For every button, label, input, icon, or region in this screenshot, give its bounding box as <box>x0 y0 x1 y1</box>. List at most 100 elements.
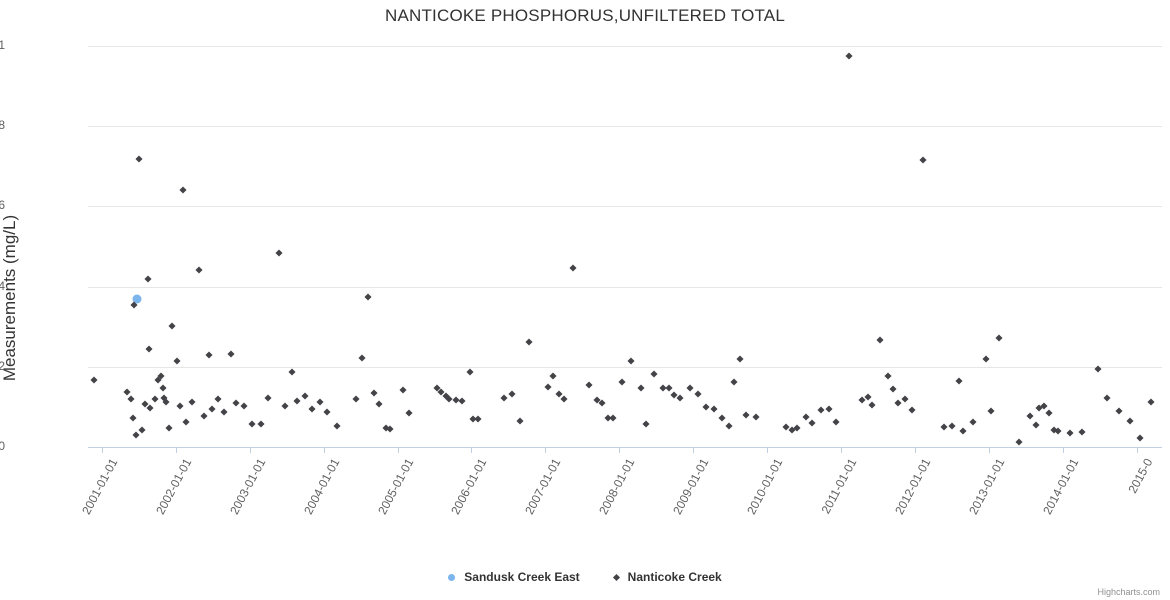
data-point[interactable] <box>948 422 956 430</box>
data-point[interactable] <box>618 378 626 386</box>
data-point[interactable] <box>742 410 750 419</box>
data-point[interactable] <box>151 395 159 403</box>
data-point[interactable] <box>718 414 726 422</box>
data-point[interactable] <box>1066 429 1074 437</box>
data-point[interactable] <box>544 383 552 391</box>
data-point[interactable] <box>275 249 283 257</box>
data-point[interactable] <box>162 398 170 406</box>
data-point[interactable] <box>802 413 810 421</box>
data-point[interactable] <box>845 52 853 60</box>
data-point[interactable] <box>1136 434 1144 442</box>
data-point[interactable] <box>288 368 296 376</box>
data-point[interactable] <box>908 406 916 414</box>
highcharts-credits[interactable]: Highcharts.com <box>1097 587 1160 597</box>
data-point[interactable] <box>1045 409 1053 417</box>
data-point[interactable] <box>127 395 135 403</box>
data-point[interactable] <box>549 372 557 380</box>
data-point[interactable] <box>323 408 331 416</box>
data-point[interactable] <box>405 408 413 417</box>
data-point[interactable] <box>508 390 516 399</box>
data-point[interactable] <box>248 420 256 428</box>
data-point[interactable] <box>650 370 658 378</box>
data-point[interactable] <box>919 156 927 164</box>
data-point[interactable] <box>123 388 131 396</box>
data-point[interactable] <box>585 381 593 389</box>
data-point[interactable] <box>214 395 222 403</box>
data-point[interactable] <box>969 418 977 426</box>
data-point[interactable] <box>145 345 153 353</box>
data-point[interactable] <box>308 405 316 413</box>
data-point[interactable] <box>227 350 235 358</box>
data-point[interactable] <box>1026 412 1034 420</box>
data-point[interactable] <box>200 412 208 420</box>
data-point[interactable] <box>205 351 213 359</box>
data-point[interactable] <box>370 389 378 397</box>
data-point[interactable] <box>301 392 309 400</box>
data-point[interactable] <box>386 425 394 433</box>
data-point[interactable] <box>132 294 142 304</box>
data-point[interactable] <box>710 405 718 413</box>
data-point[interactable] <box>598 399 606 407</box>
data-point[interactable] <box>642 420 650 428</box>
data-point[interactable] <box>736 355 744 363</box>
data-point[interactable] <box>281 402 289 410</box>
data-point[interactable] <box>176 402 184 410</box>
data-point[interactable] <box>195 266 203 274</box>
data-point[interactable] <box>458 397 466 405</box>
data-point[interactable] <box>293 397 301 405</box>
data-point[interactable] <box>752 412 760 421</box>
data-point[interactable] <box>179 186 187 194</box>
data-point[interactable] <box>90 376 98 384</box>
data-point[interactable] <box>138 426 146 434</box>
data-point[interactable] <box>817 406 825 414</box>
data-point[interactable] <box>364 293 372 301</box>
data-point[interactable] <box>182 418 190 426</box>
data-point[interactable] <box>1147 398 1155 406</box>
data-point[interactable] <box>686 384 694 392</box>
data-point[interactable] <box>959 427 967 435</box>
data-point[interactable] <box>525 337 533 346</box>
data-point[interactable] <box>352 395 360 403</box>
data-point[interactable] <box>333 422 341 430</box>
data-point[interactable] <box>1126 417 1134 425</box>
data-point[interactable] <box>375 400 383 408</box>
data-point[interactable] <box>901 395 909 403</box>
data-point[interactable] <box>264 394 272 402</box>
data-point[interactable] <box>955 377 963 385</box>
data-point[interactable] <box>500 394 508 402</box>
data-point[interactable] <box>560 395 568 403</box>
data-point[interactable] <box>627 357 635 365</box>
data-point[interactable] <box>257 420 265 428</box>
data-point[interactable] <box>987 407 995 415</box>
data-point[interactable] <box>702 403 710 411</box>
data-point[interactable] <box>808 419 816 427</box>
data-point[interactable] <box>132 431 140 439</box>
data-point[interactable] <box>889 385 897 393</box>
data-point[interactable] <box>637 384 645 392</box>
data-point[interactable] <box>1078 428 1086 436</box>
data-point[interactable] <box>240 402 248 410</box>
data-point[interactable] <box>445 395 453 403</box>
data-point[interactable] <box>135 155 143 163</box>
data-point[interactable] <box>144 275 152 283</box>
data-point[interactable] <box>399 386 407 394</box>
data-point[interactable] <box>1103 394 1111 402</box>
data-point[interactable] <box>358 354 366 362</box>
data-point[interactable] <box>1015 438 1023 446</box>
data-point[interactable] <box>730 378 738 386</box>
data-point[interactable] <box>1032 421 1040 429</box>
data-point[interactable] <box>188 398 196 406</box>
data-point[interactable] <box>940 423 948 431</box>
data-point[interactable] <box>220 408 228 416</box>
data-point[interactable] <box>995 334 1003 342</box>
data-point[interactable] <box>466 368 474 376</box>
data-point[interactable] <box>129 414 137 422</box>
data-point[interactable] <box>894 399 902 407</box>
data-point[interactable] <box>208 405 216 413</box>
data-point[interactable] <box>159 384 167 392</box>
data-point[interactable] <box>876 336 884 344</box>
data-point[interactable] <box>516 417 524 425</box>
data-point[interactable] <box>868 401 876 409</box>
data-point[interactable] <box>232 399 240 407</box>
data-point[interactable] <box>474 415 482 423</box>
